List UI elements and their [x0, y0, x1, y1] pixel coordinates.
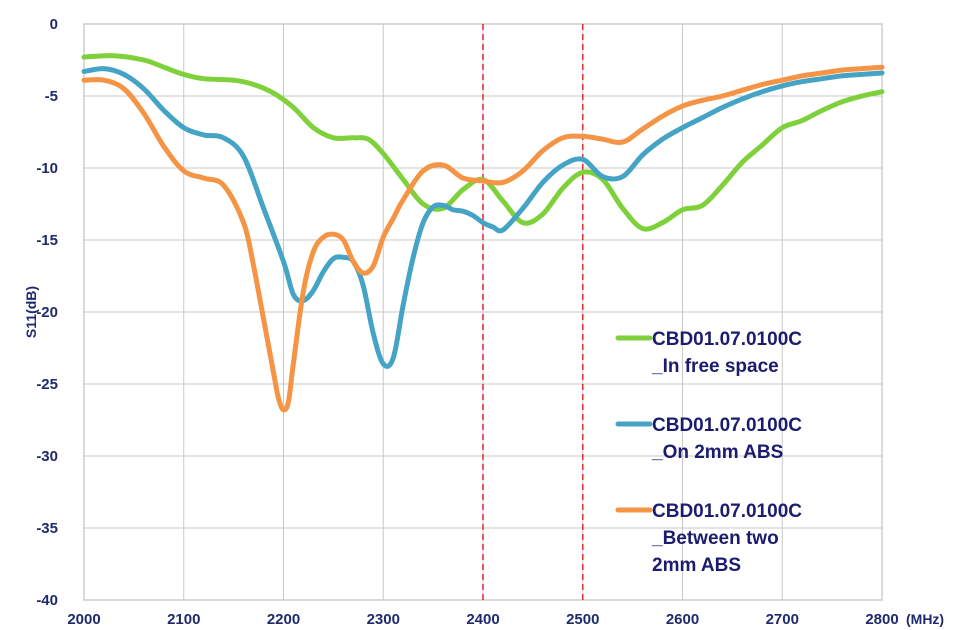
series-line-1: [81, 53, 885, 232]
legend-label: CBD01.07.0100C: [652, 501, 802, 522]
x-tick-label: 2600: [666, 611, 699, 628]
y-tick-label: -35: [36, 520, 58, 537]
series-line-3: [81, 64, 885, 413]
series-layer: [81, 53, 885, 413]
x-tick-label: 2400: [466, 611, 499, 628]
legend: CBD01.07.0100C_In free spaceCBD01.07.010…: [615, 329, 802, 576]
y-tick-label: -25: [36, 376, 58, 393]
x-tick-label: 2200: [267, 611, 300, 628]
x-axis-unit: (MHz): [906, 611, 944, 627]
legend-entry-2: CBD01.07.0100C _On 2mm ABS: [615, 415, 802, 463]
y-tick-label: -40: [36, 592, 58, 609]
series-line-2: [81, 66, 885, 369]
legend-label: CBD01.07.0100C: [652, 329, 802, 350]
x-tick-label: 2300: [367, 611, 400, 628]
y-tick-label: -15: [36, 232, 58, 249]
y-tick-label: 0: [50, 16, 58, 33]
x-tick-label: 2100: [167, 611, 200, 628]
legend-label: _In free space: [651, 356, 779, 377]
x-tick-label: 2000: [67, 611, 100, 628]
x-tick-labels: 2000 2100 2200 2300 2400 2500 2600 2700 2800: [67, 611, 898, 628]
legend-label: _On 2mm ABS: [651, 442, 783, 463]
y-tick-label: -5: [45, 88, 58, 105]
y-axis-title: S11(dB): [23, 286, 39, 338]
y-tick-labels: 0 -5 -10 -15 -20 -25 -30 -35 -40: [36, 16, 58, 609]
x-tick-label: 2500: [566, 611, 599, 628]
legend-entry-1: CBD01.07.0100C _In free space: [615, 329, 802, 377]
x-tick-label: 2700: [766, 611, 799, 628]
y-tick-label: -30: [36, 448, 58, 465]
legend-label: CBD01.07.0100C: [652, 415, 802, 436]
y-tick-label: -10: [36, 160, 58, 177]
legend-label: _Between two: [651, 528, 779, 549]
legend-entry-3: CBD01.07.0100C _Between two 2mm ABS: [615, 501, 802, 576]
y-tick-label: -20: [36, 304, 58, 321]
legend-label: 2mm ABS: [652, 555, 741, 576]
x-tick-label: 2800: [865, 611, 898, 628]
reference-lines: [482, 24, 584, 600]
